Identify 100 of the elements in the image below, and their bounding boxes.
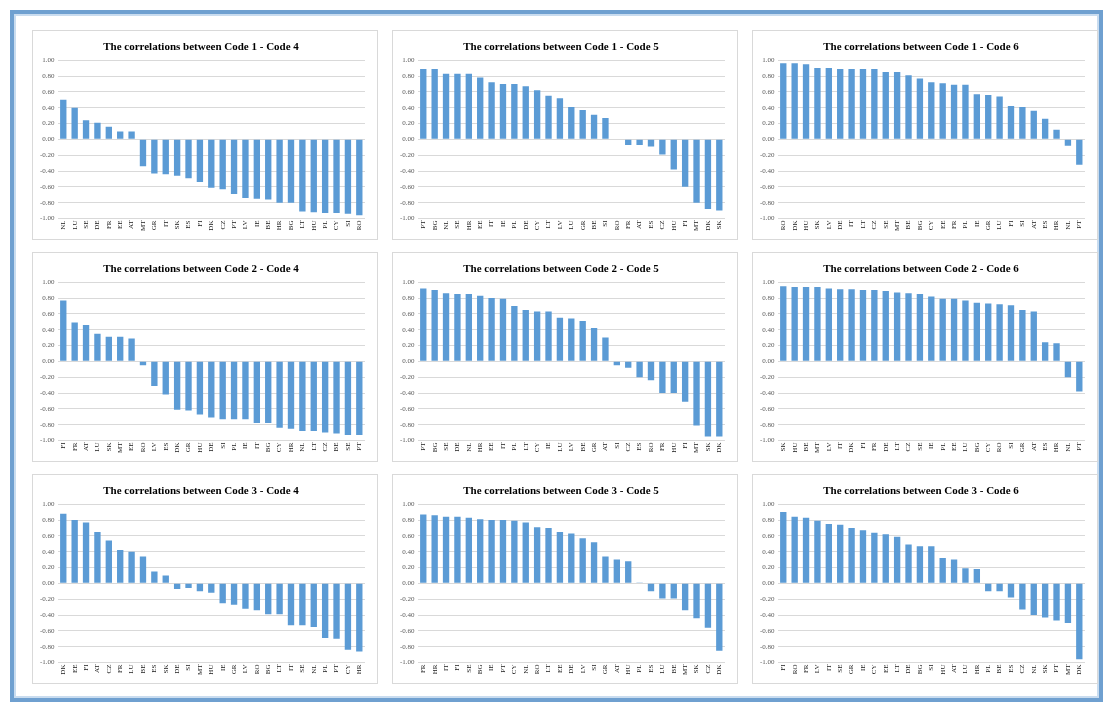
bar [287,583,295,626]
bar [590,328,598,361]
bar [173,361,181,410]
bar [871,290,878,361]
bar [488,520,495,583]
bar [344,583,352,650]
bar [579,538,586,583]
bar [420,288,427,361]
bar [162,139,169,175]
bar [420,68,427,139]
bar [60,513,67,583]
bar [1030,583,1037,616]
bar [848,527,855,583]
bar [454,294,461,361]
bar [613,559,621,583]
bar [151,139,158,174]
bar [442,516,450,583]
bar [230,139,238,194]
bar [791,286,798,361]
bar [185,361,192,411]
chart-title: The correlations between Code 3 - Code 5 [463,484,660,497]
bar [1041,342,1049,361]
bar [105,540,112,583]
bar [522,86,529,139]
bar [985,95,992,139]
bar [533,90,541,139]
bar [442,293,450,361]
bar [477,77,484,139]
bar [962,568,969,583]
bar [94,122,101,139]
bar [871,68,878,139]
bar [356,583,363,652]
bar [837,524,844,583]
bar [670,361,677,394]
bar [499,520,507,583]
bar [905,75,912,139]
bar [105,126,112,139]
bar [310,139,317,213]
bar [173,139,181,176]
chart-title: The correlations between Code 2 - Code 5 [463,262,660,275]
bar [442,73,450,139]
bar [1053,343,1060,361]
bar [905,544,912,583]
bar [511,305,518,361]
bar [82,120,90,139]
bar [1007,106,1015,139]
bar [962,84,969,139]
bar [511,520,518,583]
chart-title: The correlations between Code 1 - Code 6 [823,40,1020,53]
bar [681,583,689,611]
bar [625,561,632,583]
bar [522,309,529,361]
bar [230,583,238,605]
bar [837,289,844,361]
bar [533,527,541,583]
bar [996,304,1003,361]
bar [321,139,329,213]
bar [556,317,564,361]
bar [333,361,340,434]
bar [893,72,901,139]
bar [356,361,363,435]
bar [117,131,124,139]
bar [1019,583,1026,610]
bar [825,288,832,361]
bar [420,514,427,583]
bar [704,583,712,628]
chart-title: The correlations between Code 3 - Code 4 [103,484,300,497]
bar [208,583,215,593]
bar [533,311,541,361]
bar [916,294,924,361]
bar [60,99,67,139]
bar [780,512,787,583]
bar [659,361,666,394]
bar [1030,110,1037,139]
bar [590,114,598,139]
bar [837,68,844,139]
bar [94,531,101,583]
bar [939,558,946,583]
bar [973,302,981,361]
bar [950,559,958,583]
bar [556,531,564,583]
bar [356,139,363,216]
bar [780,286,787,361]
bar [791,63,798,139]
bar [568,318,575,361]
chart-title: The correlations between Code 1 - Code 5 [463,40,660,53]
bar [253,361,261,424]
bar [253,583,261,611]
bar [693,139,700,203]
bar [139,139,147,167]
bar [670,583,677,599]
bar [939,298,946,361]
bar [859,530,867,583]
chart-title: The correlations between Code 2 - Code 4 [103,262,300,275]
bar [579,320,586,361]
bar [196,361,204,415]
bar [602,556,609,583]
bar [128,131,135,139]
bar [465,517,472,583]
bar [105,336,112,361]
